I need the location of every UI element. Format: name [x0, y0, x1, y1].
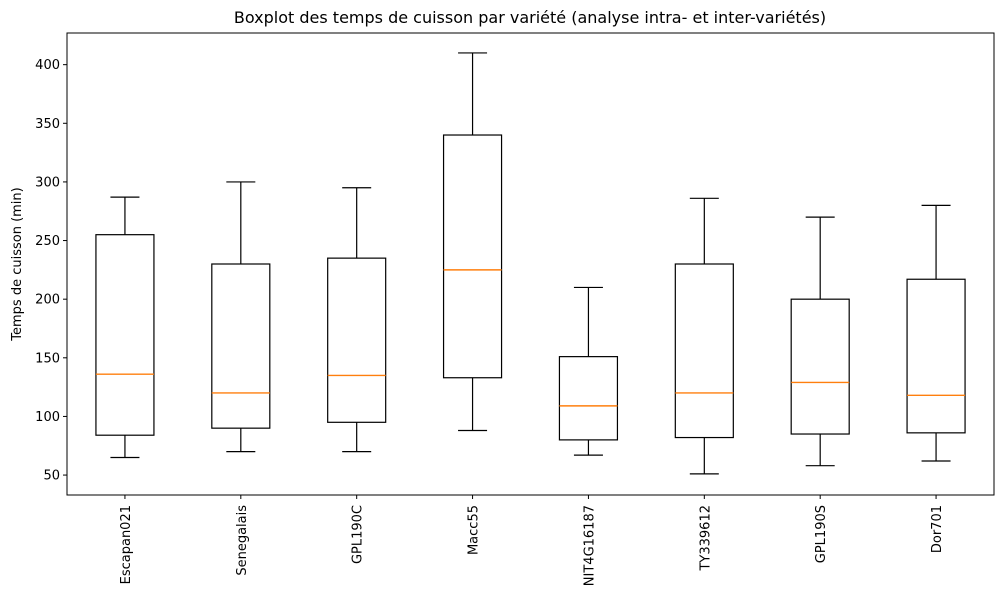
x-tick-label: Escapan021 [119, 505, 134, 584]
y-tick-label: 150 [35, 351, 60, 366]
y-axis: 50 100 150 200 250 300 350 400 [35, 58, 67, 484]
iqr-box [674, 263, 734, 439]
y-tick-label: 300 [35, 175, 60, 190]
x-tick-label: Senegalais [235, 505, 250, 576]
box-Macc55 [442, 52, 503, 432]
x-axis: Escapan021 Senegalais GPL190C Macc55 NIT4G16… [119, 495, 945, 586]
y-axis-label: Temps de cuisson (min) [10, 187, 25, 341]
box-Escapan021 [95, 196, 155, 459]
y-tick-label: 200 [35, 293, 60, 308]
x-tick-label: GPL190C [351, 505, 366, 564]
x-tick-label: TY339612 [698, 505, 713, 572]
iqr-box [442, 134, 503, 379]
y-tick-label: 400 [35, 58, 60, 73]
iqr-box [790, 298, 850, 435]
chart-title: Boxplot des temps de cuisson par variété… [234, 8, 826, 27]
iqr-box [558, 356, 619, 441]
boxes-group [95, 52, 966, 475]
x-tick-label: GPL190S [814, 505, 829, 563]
x-tick-label: NIT4G16187 [582, 505, 597, 586]
box-GPL190C [327, 187, 387, 453]
iqr-box [906, 278, 966, 434]
y-tick-label: 350 [35, 117, 60, 132]
box-Senegalais [211, 181, 271, 453]
iqr-box [95, 234, 155, 436]
x-tick-label: Macc55 [467, 505, 482, 555]
x-tick-label: Dor701 [930, 505, 945, 553]
iqr-box [327, 257, 387, 423]
box-Dor701 [906, 204, 966, 462]
box-NIT4G16187 [558, 286, 619, 456]
y-tick-label: 250 [35, 234, 60, 249]
plot-frame [66, 32, 995, 496]
y-tick-label: 50 [43, 469, 60, 484]
y-tick-label: 100 [35, 410, 60, 425]
box-TY339612 [674, 197, 734, 475]
iqr-box [211, 263, 271, 429]
box-GPL190S [790, 216, 850, 467]
